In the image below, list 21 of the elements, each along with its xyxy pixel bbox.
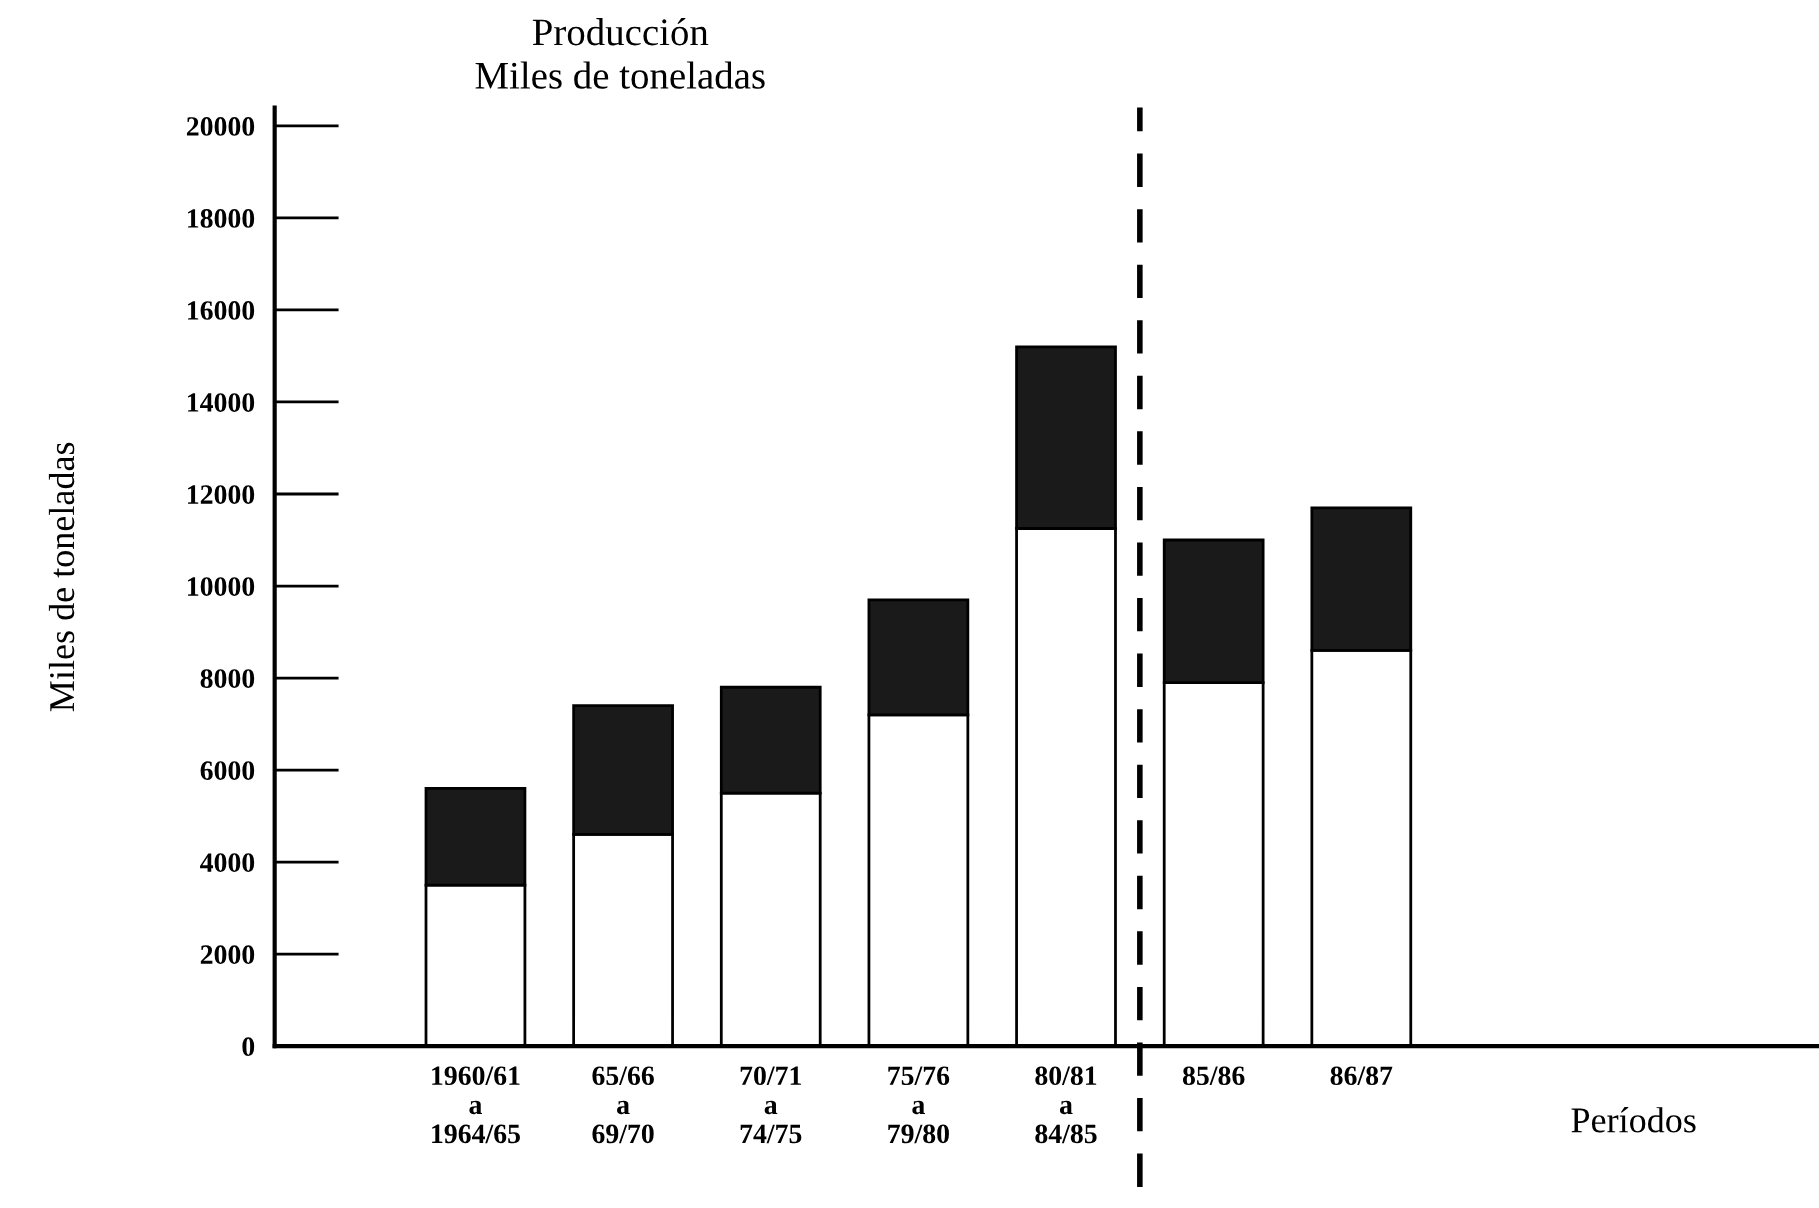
y-tick-label: 4000 xyxy=(200,853,255,872)
x-tick-label: 85/86 xyxy=(1182,1066,1245,1086)
y-tick-label: 20000 xyxy=(186,117,255,136)
y-tick-label: 2000 xyxy=(200,945,255,965)
y-tick-label: 8000 xyxy=(200,669,255,688)
y-axis-title: Miles de toneladas xyxy=(48,442,75,712)
x-tick-label: 75/76 a 79/80 xyxy=(888,1066,950,1144)
y-tick-label: 14000 xyxy=(188,393,255,412)
chart-title: Producción Miles de toneladas xyxy=(475,18,765,89)
y-tick-label: 18000 xyxy=(188,209,255,228)
x-tick-label: 86/87 xyxy=(1330,1066,1393,1086)
x-tick-label: 65/66 a 69/70 xyxy=(592,1066,654,1144)
y-tick-label: 12000 xyxy=(188,485,255,504)
y-tick-label: 0 xyxy=(242,1037,255,1057)
y-tick-label: 6000 xyxy=(200,761,255,780)
x-axis-title: Períodos xyxy=(1571,1107,1696,1133)
x-tick-label: 70/71 a 74/75 xyxy=(740,1066,802,1144)
y-tick-label: 16000 xyxy=(188,301,255,320)
x-tick-label: 80/81 a 84/85 xyxy=(1035,1066,1097,1144)
x-tick-label: 1960/61 a 1964/65 xyxy=(432,1066,520,1144)
y-tick-label: 10000 xyxy=(188,577,255,596)
